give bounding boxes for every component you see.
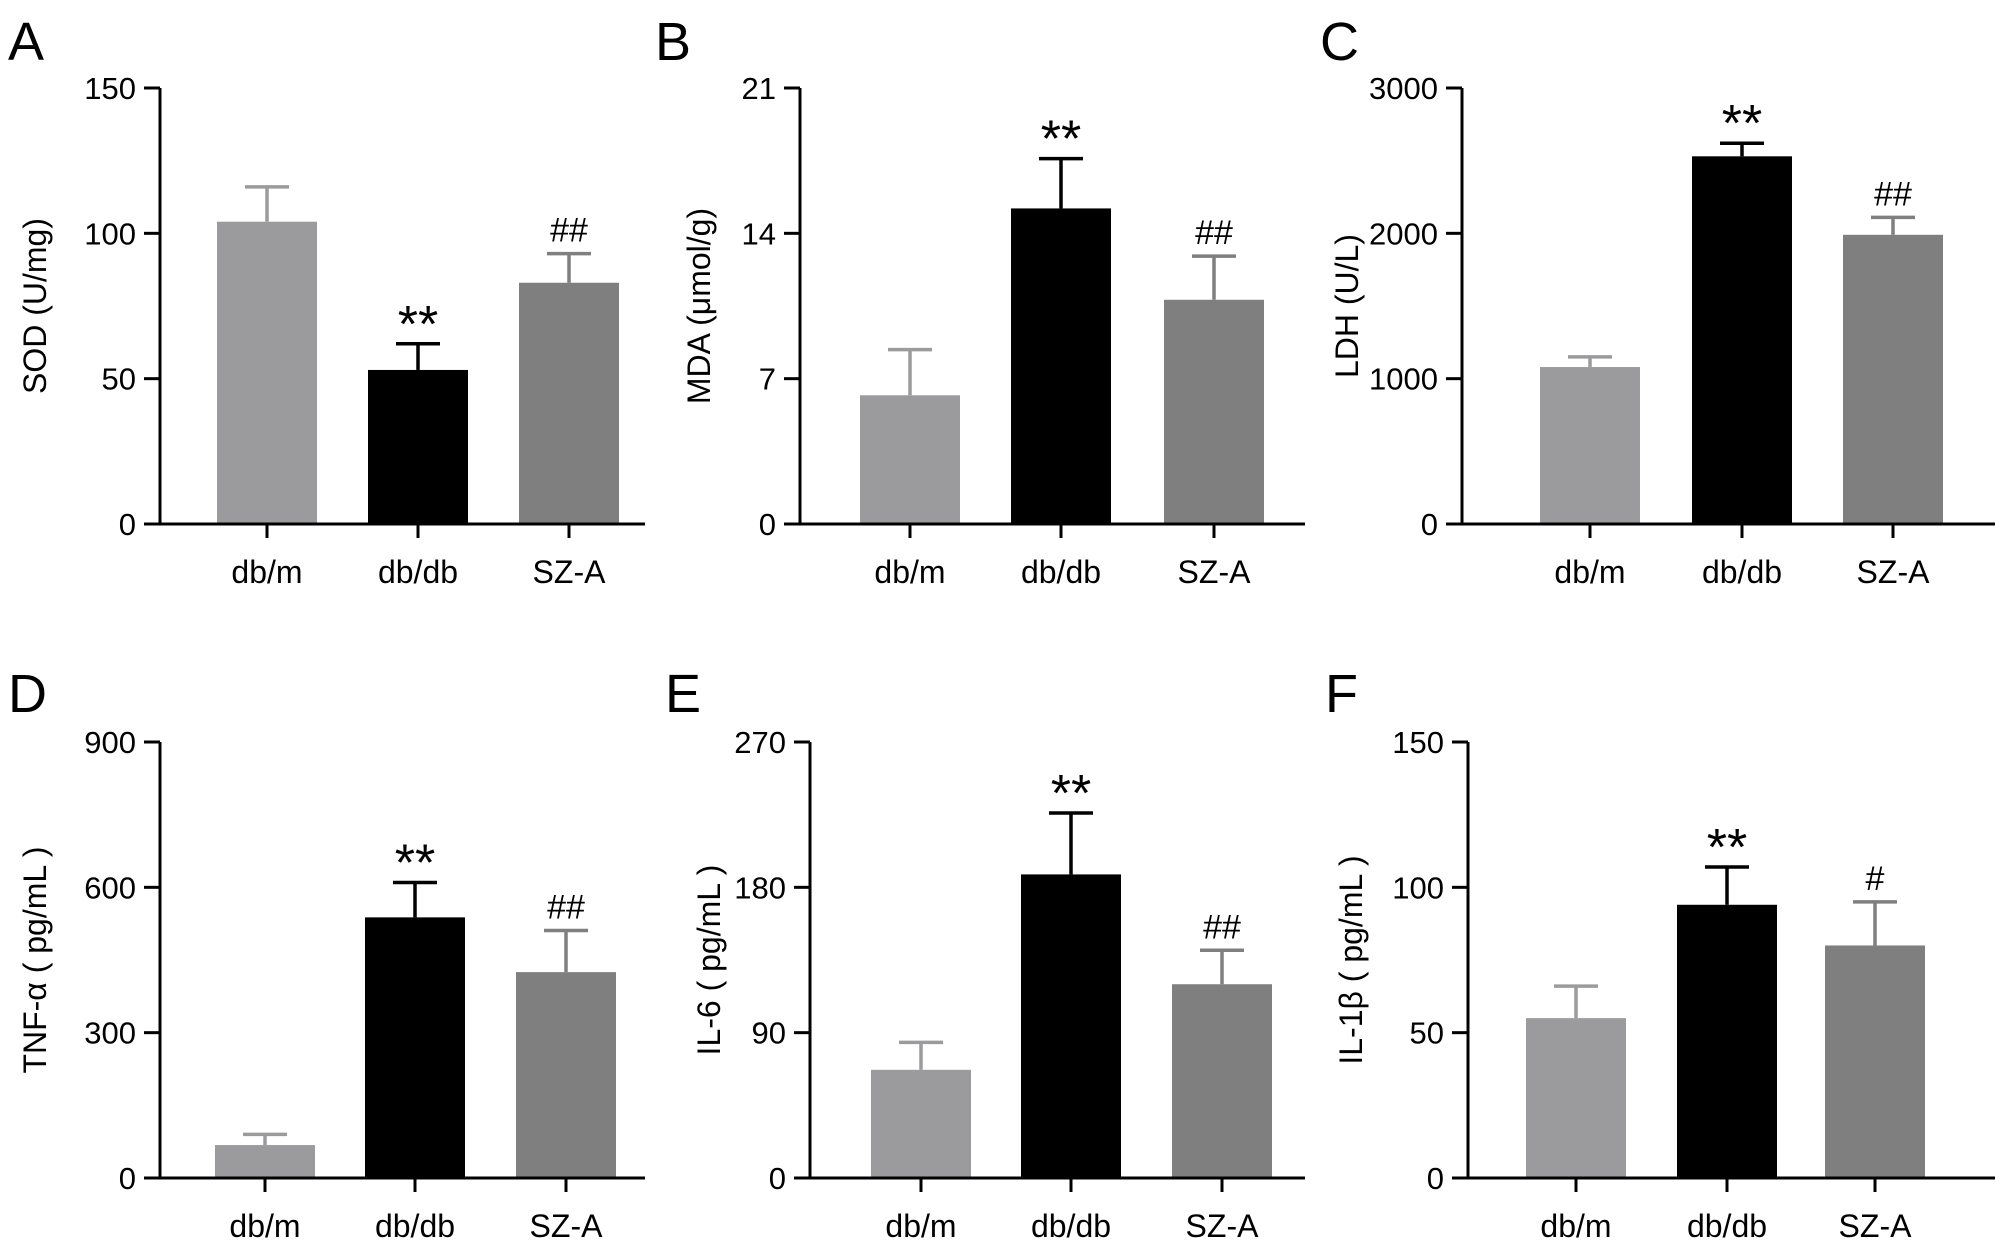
y-tick-label: 0 — [759, 507, 776, 542]
y-tick-label: 300 — [84, 1016, 136, 1051]
y-tick-label: 0 — [119, 1161, 136, 1196]
panel-label: A — [8, 12, 44, 72]
panel-f: F IL-1β ( pg/mL ) db/m ** db/db # SZ-A 0 50 100 15… — [1325, 664, 1995, 1244]
significance-stars: ** — [398, 296, 438, 354]
y-tick-label: 50 — [1410, 1016, 1444, 1051]
bar — [1540, 367, 1640, 524]
y-tick-label: 900 — [84, 725, 136, 760]
significance-stars: ** — [1051, 765, 1091, 823]
y-tick-label: 100 — [1392, 870, 1444, 905]
panel-label: B — [655, 12, 691, 72]
bar — [860, 395, 960, 524]
bar — [516, 972, 616, 1178]
y-tick-label: 3000 — [1369, 71, 1438, 106]
bar — [1843, 234, 1943, 524]
panel-label: D — [8, 664, 47, 724]
significance-stars: ** — [1722, 95, 1762, 153]
bar — [871, 1069, 971, 1178]
bar — [1692, 156, 1792, 524]
bar — [368, 369, 468, 524]
significance-hash: ## — [1874, 175, 1912, 213]
panel-e: E IL-6 ( pg/mL ) db/m ** db/db ## SZ-A 0 90 180 27… — [665, 664, 1305, 1244]
y-tick-label: 270 — [734, 725, 786, 760]
y-tick-label: 1000 — [1369, 362, 1438, 397]
y-tick-label: 50 — [102, 362, 136, 397]
y-axis-label: LDH (U/L) — [1329, 234, 1365, 378]
panel-c: C LDH (U/L) db/m ** db/db ## SZ-A 0 1000 2000 3000 — [1320, 12, 1995, 590]
panel-label: C — [1320, 12, 1359, 72]
x-tick-label: db/db — [1031, 1208, 1111, 1244]
significance-hash: ## — [1203, 908, 1241, 946]
x-tick-label: db/db — [375, 1208, 455, 1244]
y-tick-label: 150 — [84, 71, 136, 106]
y-tick-label: 0 — [1421, 507, 1438, 542]
y-tick-label: 180 — [734, 870, 786, 905]
significance-hash: ## — [550, 212, 588, 250]
bar — [1021, 874, 1121, 1178]
significance-hash: # — [1866, 860, 1885, 898]
x-tick-label: SZ-A — [1839, 1208, 1913, 1244]
bar — [365, 917, 465, 1178]
y-axis-label: TNF-α ( pg/mL ) — [17, 846, 53, 1073]
y-tick-label: 2000 — [1369, 216, 1438, 251]
bar — [1011, 208, 1111, 524]
bar — [217, 221, 317, 524]
significance-hash: ## — [547, 888, 585, 926]
bar — [1172, 984, 1272, 1178]
x-tick-label: SZ-A — [533, 554, 607, 590]
y-axis-label: IL-6 ( pg/mL ) — [691, 865, 727, 1056]
x-tick-label: SZ-A — [530, 1208, 604, 1244]
y-tick-label: 100 — [84, 216, 136, 251]
significance-hash: ## — [1195, 214, 1233, 252]
bar — [519, 282, 619, 524]
bar — [1825, 945, 1925, 1178]
x-tick-label: db/m — [1554, 554, 1625, 590]
significance-stars: ** — [395, 834, 435, 892]
x-tick-label: db/m — [874, 554, 945, 590]
significance-stars: ** — [1707, 819, 1747, 877]
x-tick-label: SZ-A — [1857, 554, 1931, 590]
y-tick-label: 14 — [742, 216, 776, 251]
y-tick-label: 0 — [769, 1161, 786, 1196]
x-tick-label: SZ-A — [1178, 554, 1252, 590]
y-tick-label: 7 — [759, 362, 776, 397]
x-tick-label: db/db — [1021, 554, 1101, 590]
x-tick-label: db/db — [378, 554, 458, 590]
y-axis-label: MDA (μmol/g) — [681, 208, 717, 404]
y-tick-label: 0 — [119, 507, 136, 542]
y-tick-label: 21 — [742, 71, 776, 106]
panel-a: A SOD (U/mg) db/m ** db/db ## SZ-A 0 50 100 150 — [8, 12, 645, 590]
panel-label: F — [1325, 664, 1358, 724]
y-axis-label: IL-1β ( pg/mL ) — [1333, 855, 1369, 1064]
y-tick-label: 0 — [1427, 1161, 1444, 1196]
panel-b: B MDA (μmol/g) db/m ** db/db ## SZ-A 0 7 14 21 — [655, 12, 1305, 590]
x-tick-label: db/m — [231, 554, 302, 590]
x-tick-label: db/db — [1687, 1208, 1767, 1244]
panel-label: E — [665, 664, 701, 724]
y-axis-label: SOD (U/mg) — [17, 218, 53, 394]
x-tick-label: db/m — [885, 1208, 956, 1244]
x-tick-label: db/m — [1540, 1208, 1611, 1244]
y-tick-label: 90 — [752, 1016, 786, 1051]
bar — [215, 1145, 315, 1178]
y-tick-label: 150 — [1392, 725, 1444, 760]
bar — [1526, 1018, 1626, 1178]
x-tick-label: db/m — [229, 1208, 300, 1244]
significance-stars: ** — [1041, 111, 1081, 169]
bar — [1164, 299, 1264, 524]
bar — [1677, 904, 1777, 1178]
x-tick-label: SZ-A — [1186, 1208, 1260, 1244]
x-tick-label: db/db — [1702, 554, 1782, 590]
y-tick-label: 600 — [84, 870, 136, 905]
panel-d: D TNF-α ( pg/mL ) db/m ** db/db ## SZ-A 0 300 600… — [8, 664, 645, 1244]
